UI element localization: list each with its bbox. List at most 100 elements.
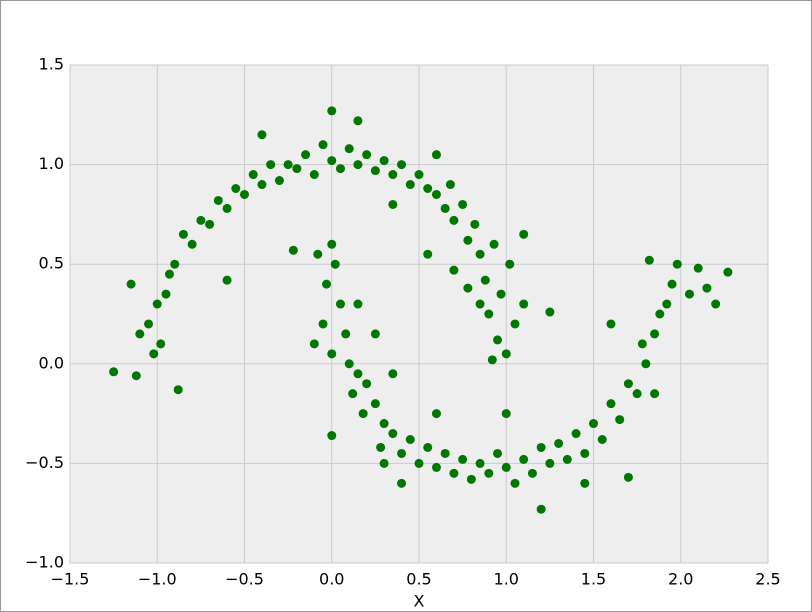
point <box>423 442 433 452</box>
point <box>667 279 677 289</box>
point <box>164 269 174 279</box>
point <box>327 431 337 441</box>
point <box>397 160 407 170</box>
point <box>170 259 180 269</box>
point <box>580 478 590 488</box>
point <box>318 140 328 150</box>
point <box>440 448 450 458</box>
x-tick-label: −1.0 <box>138 570 177 589</box>
point <box>161 289 171 299</box>
point <box>405 434 415 444</box>
point <box>589 419 598 429</box>
point <box>327 156 337 166</box>
point <box>149 349 159 359</box>
point <box>362 379 372 389</box>
point <box>571 429 581 439</box>
y-tick-label: 0.5 <box>39 254 64 273</box>
point <box>449 468 459 478</box>
point <box>388 170 398 180</box>
point <box>327 349 337 359</box>
point <box>397 448 407 458</box>
point <box>222 275 232 285</box>
point <box>440 203 450 213</box>
point <box>213 195 223 205</box>
point <box>414 170 424 180</box>
point <box>458 199 468 209</box>
point <box>463 235 473 245</box>
y-tick-label: 1.5 <box>39 55 64 74</box>
point <box>423 184 433 194</box>
point <box>711 299 721 309</box>
point <box>322 279 332 289</box>
point <box>257 180 267 190</box>
point <box>266 160 276 170</box>
point <box>126 279 136 289</box>
point <box>358 409 368 419</box>
y-tick-label: −1.0 <box>25 553 64 572</box>
point <box>292 164 302 174</box>
point <box>330 259 340 269</box>
point <box>580 448 590 458</box>
point <box>545 307 555 317</box>
point <box>463 283 473 293</box>
point <box>684 289 694 299</box>
point <box>152 299 162 309</box>
point <box>309 170 319 180</box>
x-tick-label: 1.0 <box>494 570 519 589</box>
point <box>431 189 441 199</box>
point <box>344 359 354 369</box>
point <box>470 219 480 229</box>
y-tick-label: 1.0 <box>39 154 64 173</box>
point <box>475 458 485 468</box>
point <box>397 478 407 488</box>
point <box>335 164 345 174</box>
point <box>641 359 651 369</box>
point <box>288 245 298 255</box>
point <box>240 189 249 199</box>
point <box>501 349 511 359</box>
point <box>475 299 485 309</box>
point <box>650 329 660 339</box>
point <box>370 329 380 339</box>
point <box>173 385 183 395</box>
point <box>318 319 328 329</box>
point <box>423 249 433 259</box>
point <box>466 474 476 484</box>
point <box>536 504 546 514</box>
point <box>231 184 241 194</box>
point <box>379 156 389 166</box>
x-tick-label: −0.5 <box>225 570 264 589</box>
point <box>496 289 506 299</box>
x-tick-label: 2.5 <box>755 570 780 589</box>
point <box>144 319 154 329</box>
point <box>327 106 337 116</box>
point <box>493 448 503 458</box>
point <box>615 415 625 425</box>
point <box>644 255 654 265</box>
point <box>475 249 485 259</box>
x-tick-label: 0.0 <box>319 570 344 589</box>
point <box>109 367 119 377</box>
point <box>723 267 733 277</box>
point <box>637 339 647 349</box>
point <box>487 355 497 365</box>
point <box>606 399 616 409</box>
x-axis-label: X <box>414 592 425 611</box>
point <box>458 454 468 464</box>
point <box>505 259 515 269</box>
point <box>309 339 319 349</box>
point <box>187 239 197 249</box>
point <box>484 468 494 478</box>
point <box>554 438 564 448</box>
point <box>693 263 703 273</box>
point <box>344 144 354 154</box>
point <box>248 170 258 180</box>
point <box>362 150 372 160</box>
point <box>341 329 351 339</box>
point <box>501 462 511 472</box>
point <box>501 409 511 419</box>
point <box>519 299 529 309</box>
point <box>449 215 459 225</box>
point <box>650 389 660 399</box>
